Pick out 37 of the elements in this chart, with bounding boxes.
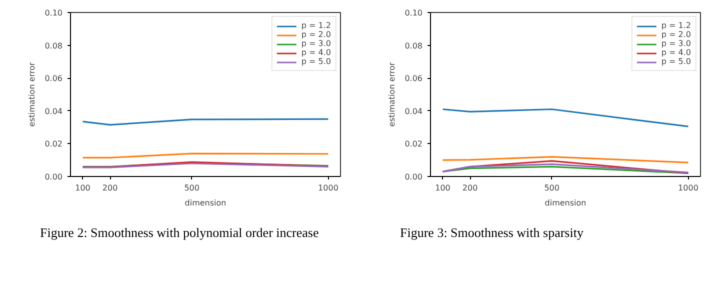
y-tick-label: 0.06 [404, 74, 422, 84]
y-tick-label: 0.04 [404, 106, 422, 116]
line-series [442, 163, 690, 174]
caption: Figure 3: Smoothness with sparsity [400, 224, 584, 242]
y-tick-label: 0.00 [404, 172, 422, 182]
x-axis-title: dimension [544, 198, 586, 208]
y-tick-label: 0.08 [404, 41, 422, 50]
y-tick-label: 0.08 [44, 41, 62, 50]
x-tick-label: 100 [435, 184, 450, 192]
legend-label: p = 2.0 [661, 30, 691, 39]
caption: Figure 2: Smoothness with polynomial order increase [40, 224, 319, 242]
x-axis-title: dimension [184, 198, 226, 208]
y-tick-label: 0.02 [44, 140, 62, 149]
legend-label: p = 3.0 [661, 39, 691, 48]
legend-label: p = 3.0 [301, 39, 331, 48]
y-tick-label: 0.10 [44, 8, 62, 18]
y-tick-label: 0.06 [44, 74, 62, 84]
x-tick-label: 200 [102, 184, 118, 192]
legend-label: p = 5.0 [301, 57, 331, 66]
y-tick-label: 0.00 [44, 172, 62, 182]
legend-label: p = 2.0 [301, 30, 331, 39]
x-tick-label: 1000 [318, 184, 338, 192]
legend-label: p = 4.0 [661, 48, 691, 57]
x-tick-label: 1000 [678, 184, 698, 192]
x-tick-label: 100 [75, 184, 90, 192]
legend-label: p = 5.0 [661, 57, 691, 66]
y-tick-label: 0.02 [404, 140, 422, 149]
legend-label: p = 1.2 [661, 21, 691, 30]
x-tick-label: 500 [544, 184, 560, 192]
y-axis-title: estimation error [388, 62, 397, 127]
y-tick-label: 0.10 [404, 8, 422, 18]
y-tick-label: 0.04 [44, 106, 62, 116]
legend-label: p = 1.2 [301, 21, 331, 30]
x-tick-label: 500 [184, 184, 200, 192]
y-axis-title: estimation error [28, 62, 37, 127]
x-tick-label: 200 [462, 184, 478, 192]
legend-label: p = 4.0 [301, 48, 331, 57]
